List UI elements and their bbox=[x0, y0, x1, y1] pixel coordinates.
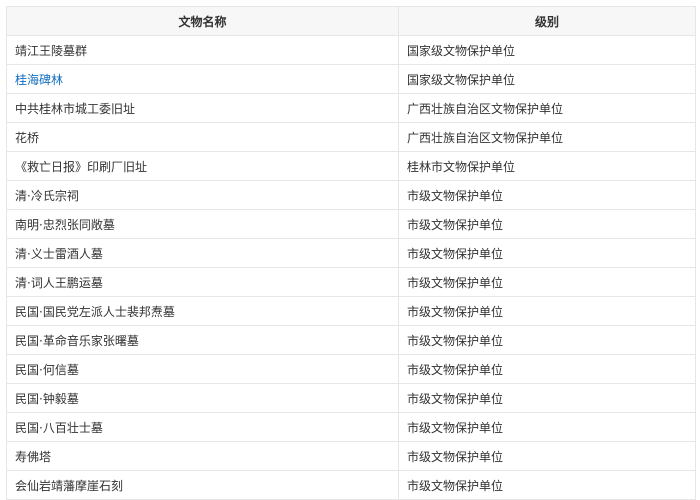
cell-level: 市级文物保护单位 bbox=[398, 441, 696, 471]
table-row: 寿佛塔 市级文物保护单位 bbox=[6, 441, 696, 471]
cell-name: 靖江王陵墓群 bbox=[6, 35, 399, 65]
table-row: 民国·钟毅墓 市级文物保护单位 bbox=[6, 383, 696, 413]
cell-name: 民国·八百壮士墓 bbox=[6, 412, 399, 442]
cell-level: 市级文物保护单位 bbox=[398, 296, 696, 326]
header-level: 级别 bbox=[398, 6, 696, 36]
heritage-name: 民国·革命音乐家张曙墓 bbox=[15, 333, 139, 348]
table-row: 民国·国民党左派人士裴邦焘墓 市级文物保护单位 bbox=[6, 296, 696, 326]
cell-name: 桂海碑林 bbox=[6, 64, 399, 94]
cell-level: 国家级文物保护单位 bbox=[398, 35, 696, 65]
table-header-row: 文物名称 级别 bbox=[6, 6, 696, 36]
cell-level: 市级文物保护单位 bbox=[398, 383, 696, 413]
table-row: 中共桂林市城工委旧址 广西壮族自治区文物保护单位 bbox=[6, 93, 696, 123]
table-row: 南明·忠烈张同敞墓 市级文物保护单位 bbox=[6, 209, 696, 239]
heritage-name: 清·冷氏宗祠 bbox=[15, 188, 79, 203]
heritage-name: 清·词人王鹏运墓 bbox=[15, 275, 103, 290]
table-row: 民国·革命音乐家张曙墓 市级文物保护单位 bbox=[6, 325, 696, 355]
heritage-name: 民国·钟毅墓 bbox=[15, 391, 79, 406]
table-row: 清·词人王鹏运墓 市级文物保护单位 bbox=[6, 267, 696, 297]
cell-name: 中共桂林市城工委旧址 bbox=[6, 93, 399, 123]
cell-name: 民国·国民党左派人士裴邦焘墓 bbox=[6, 296, 399, 326]
cell-name: 清·词人王鹏运墓 bbox=[6, 267, 399, 297]
table-row: 《救亡日报》印刷厂旧址 桂林市文物保护单位 bbox=[6, 151, 696, 181]
cell-level: 国家级文物保护单位 bbox=[398, 64, 696, 94]
cell-level: 市级文物保护单位 bbox=[398, 238, 696, 268]
cell-name: 会仙岩靖藩摩崖石刻 bbox=[6, 470, 399, 500]
heritage-name: 清·义士雷酒人墓 bbox=[15, 246, 103, 261]
cell-level: 市级文物保护单位 bbox=[398, 180, 696, 210]
heritage-name: 中共桂林市城工委旧址 bbox=[15, 101, 136, 116]
table-row: 民国·何信墓 市级文物保护单位 bbox=[6, 354, 696, 384]
cell-name: 民国·革命音乐家张曙墓 bbox=[6, 325, 399, 355]
heritage-name: 民国·国民党左派人士裴邦焘墓 bbox=[15, 304, 175, 319]
table-row: 清·义士雷酒人墓 市级文物保护单位 bbox=[6, 238, 696, 268]
heritage-name: 民国·何信墓 bbox=[15, 362, 79, 377]
table-row: 桂海碑林 国家级文物保护单位 bbox=[6, 64, 696, 94]
cell-name: 《救亡日报》印刷厂旧址 bbox=[6, 151, 399, 181]
cell-level: 市级文物保护单位 bbox=[398, 325, 696, 355]
cell-level: 市级文物保护单位 bbox=[398, 209, 696, 239]
table-row: 会仙岩靖藩摩崖石刻 市级文物保护单位 bbox=[6, 470, 696, 500]
heritage-link[interactable]: 桂海碑林 bbox=[15, 72, 64, 87]
table-row: 靖江王陵墓群 国家级文物保护单位 bbox=[6, 35, 696, 65]
heritage-name: 花桥 bbox=[15, 130, 40, 145]
cell-level: 广西壮族自治区文物保护单位 bbox=[398, 93, 696, 123]
heritage-name: 南明·忠烈张同敞墓 bbox=[15, 217, 115, 232]
cell-level: 市级文物保护单位 bbox=[398, 354, 696, 384]
heritage-table: 文物名称 级别 靖江王陵墓群 国家级文物保护单位 桂海碑林 国家级文物保护单位 中共桂林… bbox=[6, 6, 696, 500]
heritage-name: 民国·八百壮士墓 bbox=[15, 420, 103, 435]
heritage-name: 寿佛塔 bbox=[15, 449, 52, 464]
cell-name: 寿佛塔 bbox=[6, 441, 399, 471]
heritage-name: 会仙岩靖藩摩崖石刻 bbox=[15, 478, 124, 493]
cell-level: 市级文物保护单位 bbox=[398, 412, 696, 442]
cell-level: 广西壮族自治区文物保护单位 bbox=[398, 122, 696, 152]
cell-name: 民国·何信墓 bbox=[6, 354, 399, 384]
cell-level: 桂林市文物保护单位 bbox=[398, 151, 696, 181]
cell-name: 花桥 bbox=[6, 122, 399, 152]
heritage-name: 《救亡日报》印刷厂旧址 bbox=[15, 159, 148, 174]
table-row: 花桥 广西壮族自治区文物保护单位 bbox=[6, 122, 696, 152]
cell-level: 市级文物保护单位 bbox=[398, 267, 696, 297]
table-row: 民国·八百壮士墓 市级文物保护单位 bbox=[6, 412, 696, 442]
header-name: 文物名称 bbox=[6, 6, 399, 36]
cell-name: 民国·钟毅墓 bbox=[6, 383, 399, 413]
heritage-name: 靖江王陵墓群 bbox=[15, 43, 88, 58]
cell-name: 清·冷氏宗祠 bbox=[6, 180, 399, 210]
cell-name: 南明·忠烈张同敞墓 bbox=[6, 209, 399, 239]
cell-level: 市级文物保护单位 bbox=[398, 470, 696, 500]
cell-name: 清·义士雷酒人墓 bbox=[6, 238, 399, 268]
table-row: 清·冷氏宗祠 市级文物保护单位 bbox=[6, 180, 696, 210]
